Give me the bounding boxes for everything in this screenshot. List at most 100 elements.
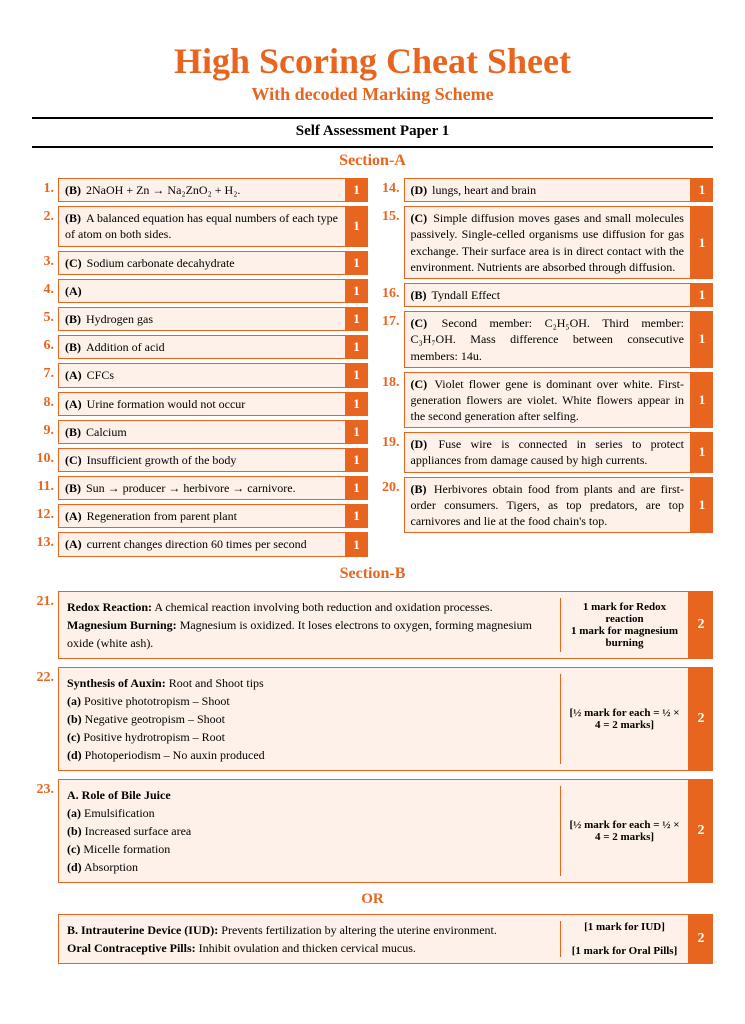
question-box: (D) lungs, heart and brain — [404, 178, 692, 202]
question-row: 16.(B) Tyndall Effect1 — [378, 283, 714, 307]
question-text: (D) Fuse wire is connected in series to … — [411, 436, 685, 468]
answer-letter: (B) — [65, 425, 84, 439]
mark-badge: 1 — [346, 335, 368, 359]
question-box: (B) A balanced equation has equal number… — [58, 206, 346, 246]
question-box: (B) Tyndall Effect — [404, 283, 692, 307]
answer-letter: (A) — [65, 397, 85, 411]
answer-text: Addition of acid — [86, 340, 165, 354]
content-line: B. Intrauterine Device (IUD): Prevents f… — [67, 921, 560, 939]
answer-letter: (B) — [65, 211, 84, 225]
answer-text: Sodium carbonate decahydrate — [87, 256, 235, 270]
question-number: 15. — [378, 206, 404, 279]
question-box: (A) CFCs — [58, 363, 346, 387]
question-number: 12. — [32, 504, 58, 528]
question-row: 6.(B) Addition of acid1 — [32, 335, 368, 359]
answer-letter: (D) — [411, 183, 431, 197]
question-row: 5.(B) Hydrogen gas1 — [32, 307, 368, 331]
section-a-columns: 1.(B) 2NaOH + Zn → Na₂ZnO₂ + H₂.12.(B) A… — [32, 178, 713, 561]
mark-badge: 1 — [691, 283, 713, 307]
question-number: 23. — [32, 779, 58, 883]
section-b-row: 21. Redox Reaction: A chemical reaction i… — [32, 591, 713, 659]
marking-scheme: [1 mark for IUD] [1 mark for Oral Pills] — [560, 921, 680, 957]
question-number: 19. — [378, 432, 404, 472]
question-text: (C) Violet flower gene is dominant over … — [411, 376, 685, 425]
marking-scheme: [½ mark for each = ½ × 4 = 2 marks] — [560, 674, 680, 764]
mark-badge: 2 — [689, 667, 713, 771]
section-b-content: Synthesis of Auxin: Root and Shoot tips(… — [67, 674, 560, 764]
mark-badge: 1 — [346, 251, 368, 275]
answer-text: Simple diffusion moves gases and small m… — [411, 211, 685, 274]
question-number: 10. — [32, 448, 58, 472]
answer-letter: (A) — [65, 368, 85, 382]
scheme-line: [1 mark for IUD] — [569, 921, 680, 933]
content-line: Redox Reaction: A chemical reaction invo… — [67, 598, 560, 616]
question-box: (A) Regeneration from parent plant — [58, 504, 346, 528]
mark-badge: 1 — [691, 477, 713, 534]
answer-letter: (C) — [411, 316, 440, 330]
content-line: Magnesium Burning: Magnesium is oxidized… — [67, 616, 560, 652]
question-box: (B) Herbivores obtain food from plants a… — [404, 477, 692, 534]
question-text: (C) Sodium carbonate decahydrate — [65, 255, 339, 271]
content-line: (b) Negative geotropism – Shoot — [67, 710, 560, 728]
question-text: (B) Calcium — [65, 424, 339, 440]
question-box: (B) Calcium — [58, 420, 346, 444]
question-text: (B) 2NaOH + Zn → Na₂ZnO₂ + H₂. — [65, 182, 339, 198]
question-box: (A) Urine formation would not occur — [58, 392, 346, 416]
question-number: 11. — [32, 476, 58, 500]
scheme-line: 1 mark for magnesium burning — [569, 625, 680, 649]
section-b-content: Redox Reaction: A chemical reaction invo… — [67, 598, 560, 652]
answer-text: Herbivores obtain food from plants and a… — [411, 482, 685, 528]
question-box: (A) current changes direction 60 times p… — [58, 532, 346, 556]
content-line: (a) Emulsification — [67, 804, 560, 822]
section-b-row: 22.Synthesis of Auxin: Root and Shoot ti… — [32, 667, 713, 771]
question-box: (C) Sodium carbonate decahydrate — [58, 251, 346, 275]
question-text: (A) current changes direction 60 times p… — [65, 536, 339, 552]
question-row: 17.(C) Second member: C₂H₅OH. Third memb… — [378, 311, 714, 368]
answer-text: lungs, heart and brain — [432, 183, 536, 197]
question-text: (A) Regeneration from parent plant — [65, 508, 339, 524]
answer-text: Insufficient growth of the body — [87, 453, 237, 467]
answer-text: Regeneration from parent plant — [87, 509, 237, 523]
mark-badge: 1 — [346, 206, 368, 246]
question-row: 3. (C) Sodium carbonate decahydrate 1 — [32, 251, 368, 275]
question-row: 2.(B) A balanced equation has equal numb… — [32, 206, 368, 246]
question-box: (B) Sun → producer → herbivore → carnivo… — [58, 476, 346, 500]
question-text: (A) Urine formation would not occur — [65, 396, 339, 412]
answer-text: Second member: C₂H₅OH. Third member: C₃H… — [411, 316, 685, 362]
question-number: 4. — [32, 279, 58, 303]
mark-badge: 1 — [346, 178, 368, 202]
question-row: 1. (B) 2NaOH + Zn → Na₂ZnO₂ + H₂. 1 — [32, 178, 368, 202]
question-box: (C) Second member: C₂H₅OH. Third member:… — [404, 311, 692, 368]
scheme-line: 1 mark for Redox reaction — [569, 601, 680, 625]
section-b-container: 21. Redox Reaction: A chemical reaction i… — [32, 591, 713, 883]
question-number: 1. — [32, 178, 58, 202]
answer-text: 2NaOH + Zn → Na₂ZnO₂ + H₂. — [86, 183, 240, 197]
question-row: 4.(A) 1 — [32, 279, 368, 303]
section-a-label: Section-A — [32, 152, 713, 170]
mark-badge: 1 — [691, 311, 713, 368]
scheme-line — [569, 933, 680, 945]
answer-letter: (C) — [411, 211, 432, 225]
mark-badge: 1 — [346, 392, 368, 416]
answer-text: current changes direction 60 times per s… — [87, 537, 307, 551]
question-row: 10.(C) Insufficient growth of the body1 — [32, 448, 368, 472]
question-number: 21. — [32, 591, 58, 659]
answer-letter: (C) — [411, 377, 433, 391]
section-b-content: A. Role of Bile Juice(a) Emulsification(… — [67, 786, 560, 876]
right-column: 14.(D) lungs, heart and brain1 15. (C) Sim… — [378, 178, 714, 561]
question-text: (B) Tyndall Effect — [411, 287, 685, 303]
question-box: (C) Insufficient growth of the body — [58, 448, 346, 472]
question-number: 18. — [378, 372, 404, 429]
question-row: 14.(D) lungs, heart and brain1 — [378, 178, 714, 202]
question-text: (B) Addition of acid — [65, 339, 339, 355]
question-box: (C) Violet flower gene is dominant over … — [404, 372, 692, 429]
content-line: (c) Micelle formation — [67, 840, 560, 858]
question-number: 3. — [32, 251, 58, 275]
paper-label: Self Assessment Paper 1 — [32, 123, 713, 140]
mark-badge: 1 — [346, 504, 368, 528]
answer-text: Urine formation would not occur — [87, 397, 246, 411]
answer-letter: (B) — [65, 312, 84, 326]
answer-text: CFCs — [87, 368, 114, 382]
content-line: Oral Contraceptive Pills: Inhibit ovulat… — [67, 939, 560, 957]
question-row: 7.(A) CFCs1 — [32, 363, 368, 387]
